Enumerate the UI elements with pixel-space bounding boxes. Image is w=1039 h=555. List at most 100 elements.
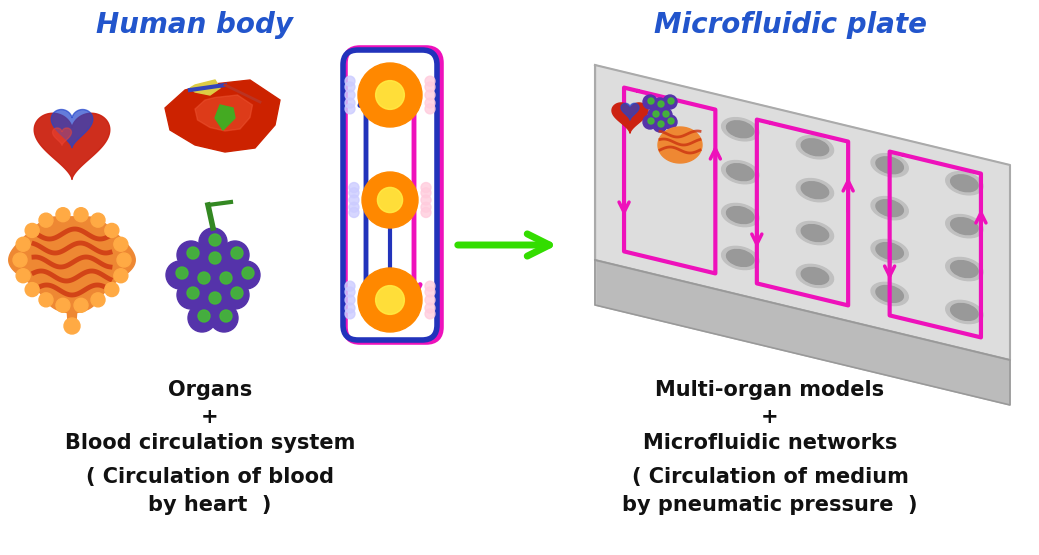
Circle shape	[358, 268, 422, 332]
Ellipse shape	[871, 196, 908, 220]
Circle shape	[425, 303, 435, 313]
Circle shape	[658, 101, 664, 107]
Ellipse shape	[951, 175, 978, 191]
Circle shape	[345, 281, 355, 291]
Circle shape	[648, 108, 662, 122]
Ellipse shape	[945, 300, 983, 324]
Text: Microfluidic networks: Microfluidic networks	[643, 433, 898, 453]
Circle shape	[166, 261, 194, 289]
Ellipse shape	[722, 118, 758, 141]
Ellipse shape	[951, 218, 978, 235]
Text: Human body: Human body	[97, 11, 293, 39]
Circle shape	[220, 310, 232, 322]
Circle shape	[643, 115, 657, 129]
Circle shape	[349, 208, 359, 218]
Circle shape	[231, 287, 243, 299]
Circle shape	[345, 295, 355, 305]
Circle shape	[345, 287, 355, 297]
Circle shape	[17, 238, 30, 251]
Polygon shape	[215, 105, 235, 130]
Circle shape	[349, 183, 359, 193]
Polygon shape	[595, 260, 1010, 405]
Ellipse shape	[722, 246, 758, 270]
Polygon shape	[658, 127, 702, 163]
Circle shape	[658, 121, 664, 127]
Circle shape	[198, 272, 210, 284]
Circle shape	[176, 267, 188, 279]
Circle shape	[199, 228, 227, 256]
Circle shape	[177, 241, 205, 269]
Circle shape	[349, 195, 359, 205]
Circle shape	[17, 269, 30, 282]
Circle shape	[425, 76, 435, 86]
Ellipse shape	[801, 181, 829, 199]
Text: +: +	[762, 407, 779, 427]
Circle shape	[425, 82, 435, 92]
Circle shape	[14, 253, 27, 267]
Polygon shape	[612, 103, 648, 133]
Circle shape	[652, 111, 659, 117]
Circle shape	[345, 76, 355, 86]
Ellipse shape	[722, 160, 758, 184]
Ellipse shape	[951, 304, 978, 320]
Circle shape	[39, 213, 53, 227]
Text: +: +	[202, 407, 219, 427]
Ellipse shape	[801, 268, 829, 284]
Circle shape	[188, 304, 216, 332]
Ellipse shape	[796, 264, 833, 287]
Circle shape	[56, 208, 70, 221]
Circle shape	[377, 188, 402, 213]
Circle shape	[187, 287, 199, 299]
Circle shape	[199, 286, 227, 314]
Ellipse shape	[722, 204, 758, 226]
Circle shape	[668, 118, 674, 124]
Circle shape	[74, 298, 88, 312]
Ellipse shape	[726, 121, 754, 138]
Circle shape	[652, 98, 667, 112]
Circle shape	[358, 63, 422, 127]
Circle shape	[663, 95, 677, 109]
Text: by heart  ): by heart )	[149, 495, 271, 515]
Text: Multi-organ models: Multi-organ models	[656, 380, 884, 400]
Circle shape	[187, 247, 199, 259]
Polygon shape	[190, 80, 220, 95]
Polygon shape	[66, 308, 77, 322]
Text: Microfluidic plate: Microfluidic plate	[654, 11, 927, 39]
Text: ( Circulation of blood: ( Circulation of blood	[86, 467, 334, 487]
Circle shape	[425, 104, 435, 114]
Circle shape	[648, 98, 654, 104]
Circle shape	[242, 267, 254, 279]
Ellipse shape	[945, 171, 983, 195]
Ellipse shape	[871, 154, 908, 177]
Circle shape	[345, 309, 355, 319]
Circle shape	[231, 247, 243, 259]
Polygon shape	[195, 95, 252, 131]
Circle shape	[425, 295, 435, 305]
Circle shape	[421, 188, 431, 198]
Circle shape	[643, 95, 657, 109]
Circle shape	[345, 98, 355, 108]
Circle shape	[39, 293, 53, 307]
Ellipse shape	[876, 285, 903, 302]
Circle shape	[345, 104, 355, 114]
Ellipse shape	[945, 258, 983, 281]
Circle shape	[345, 90, 355, 100]
Circle shape	[425, 309, 435, 319]
Polygon shape	[53, 128, 72, 145]
Circle shape	[376, 286, 404, 314]
Ellipse shape	[876, 243, 903, 260]
Polygon shape	[34, 113, 110, 179]
Ellipse shape	[801, 139, 829, 156]
Circle shape	[663, 115, 677, 129]
Circle shape	[91, 213, 105, 227]
Text: ( Circulation of medium: ( Circulation of medium	[632, 467, 908, 487]
Circle shape	[177, 281, 205, 309]
Circle shape	[658, 108, 672, 122]
Circle shape	[117, 253, 131, 267]
Text: Blood circulation system: Blood circulation system	[64, 433, 355, 453]
Circle shape	[421, 195, 431, 205]
Circle shape	[652, 118, 667, 132]
Ellipse shape	[796, 135, 833, 159]
Ellipse shape	[726, 164, 754, 180]
Circle shape	[232, 261, 260, 289]
